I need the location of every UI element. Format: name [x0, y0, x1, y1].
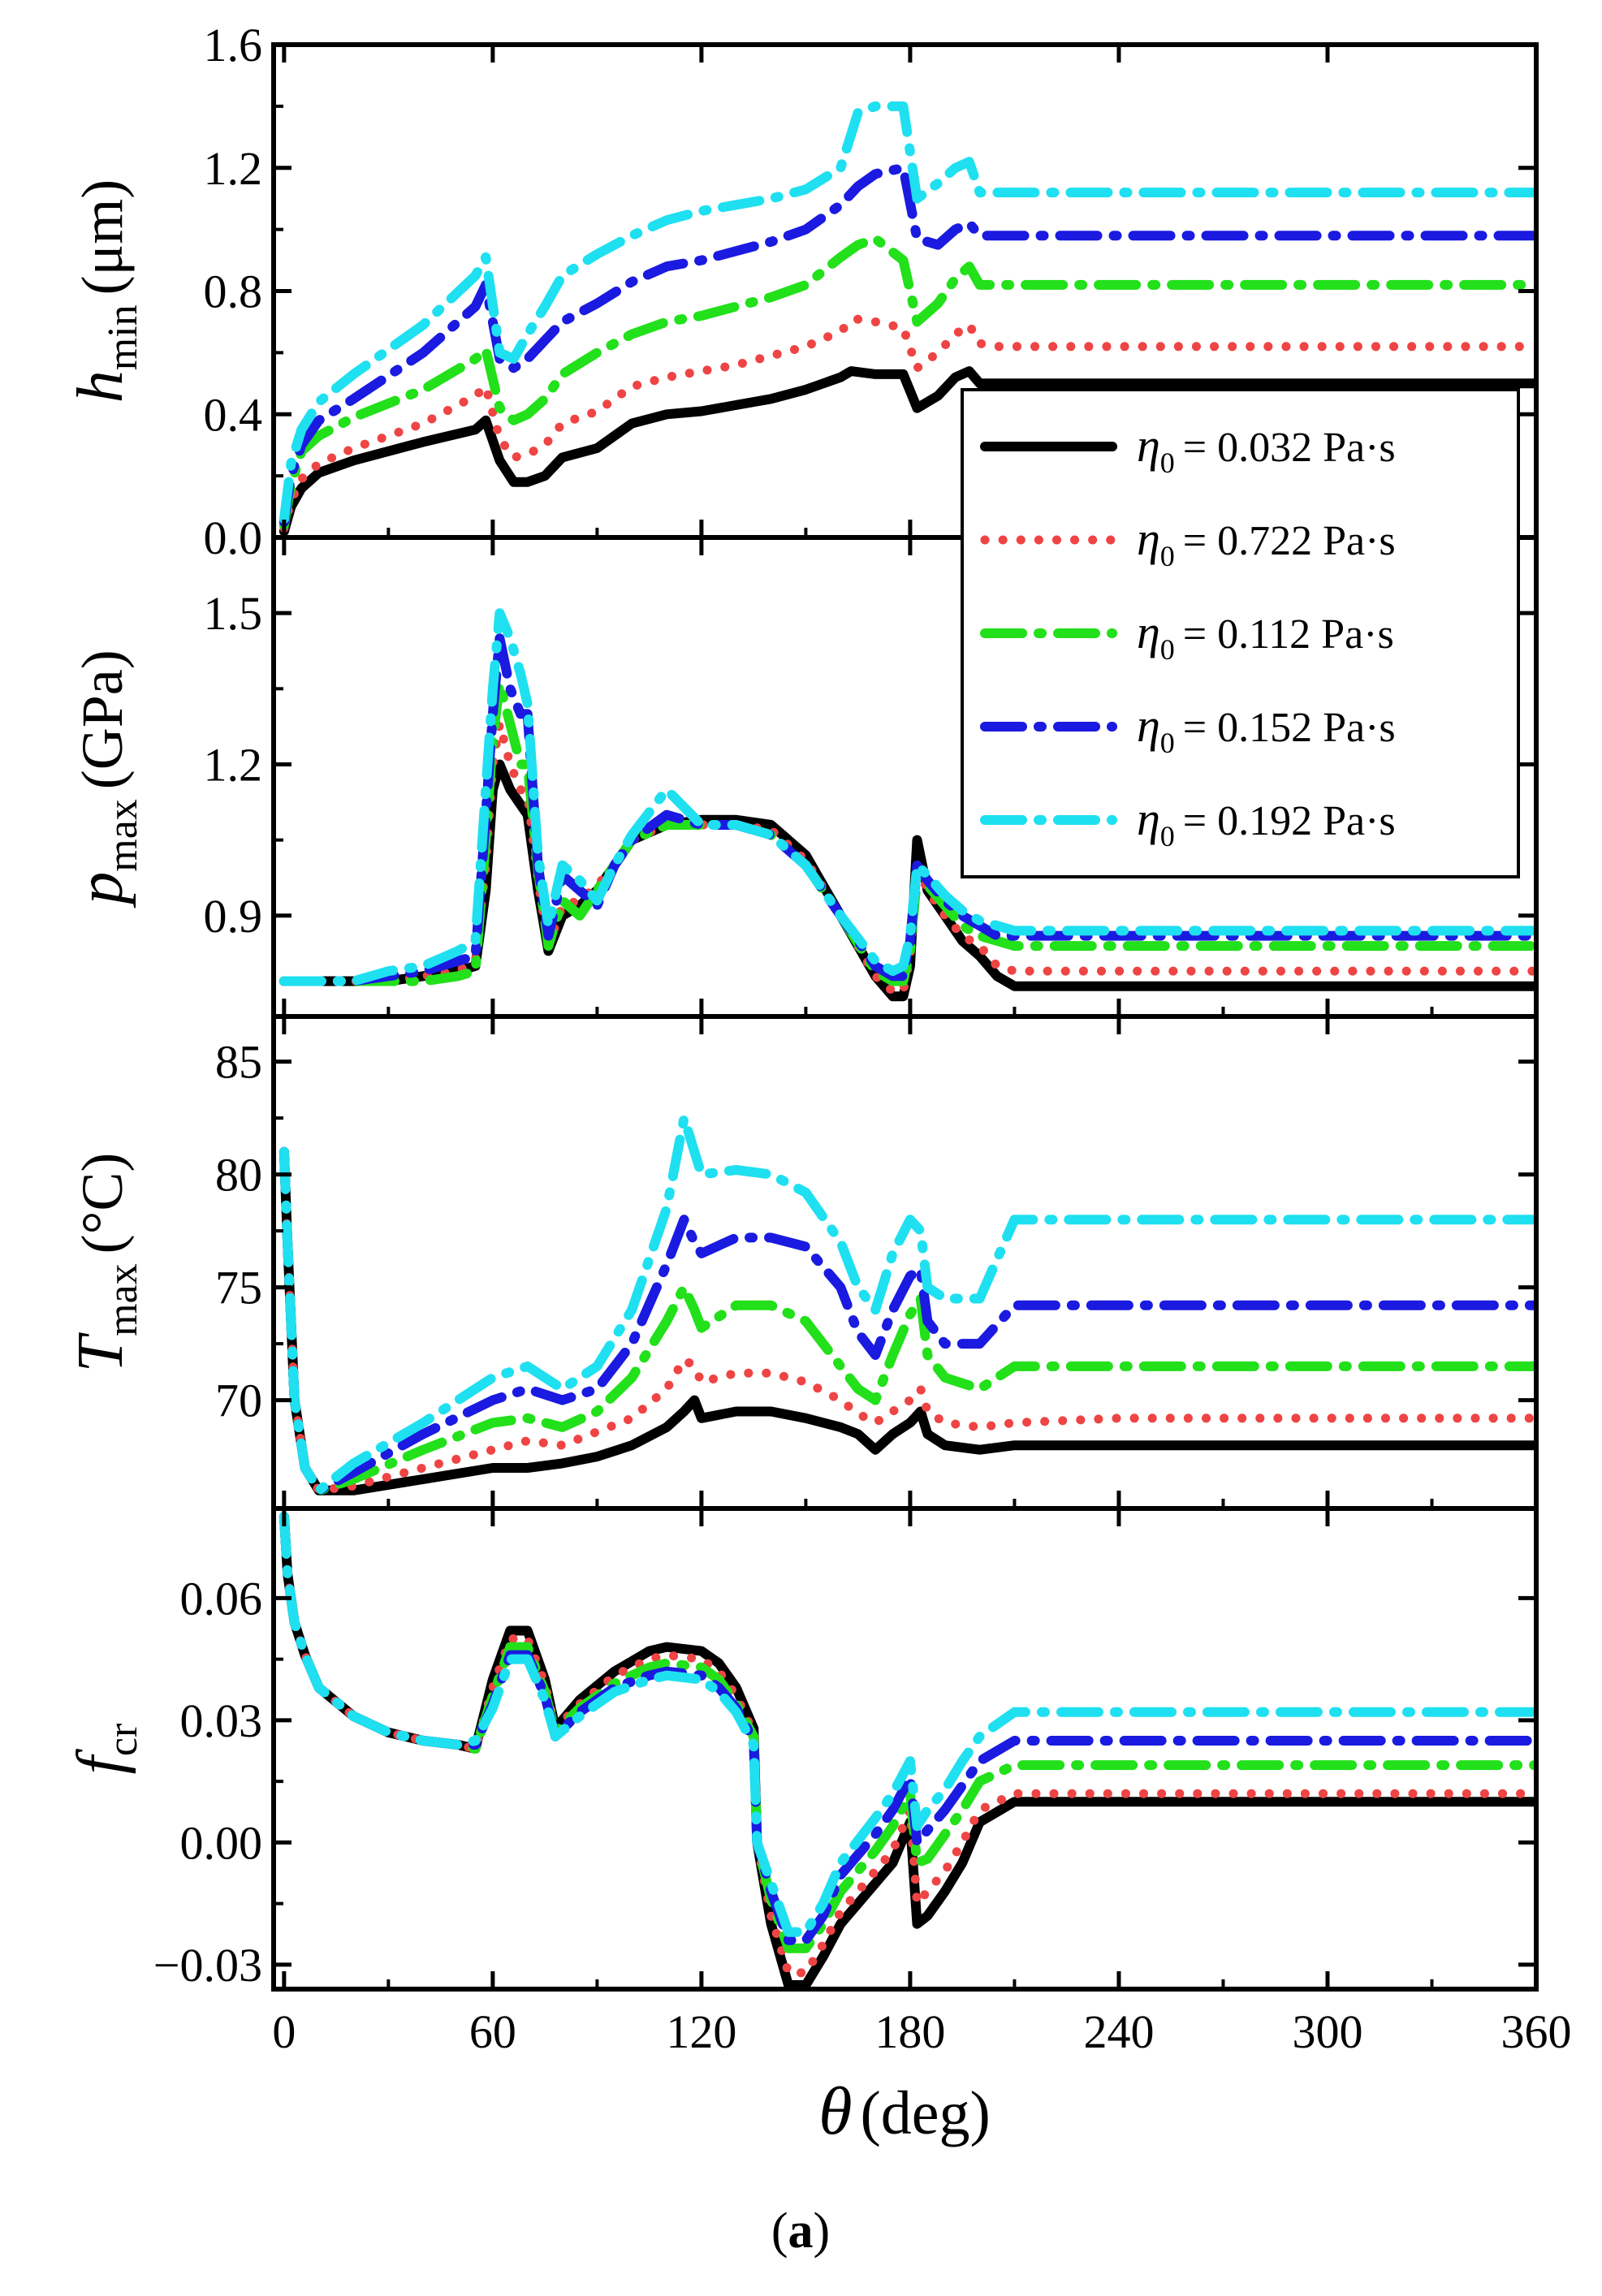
panel-fcr: −0.03 0.00 0.03 0.06 fcr: [65, 1506, 1539, 1992]
x-axis-label: θ (deg): [818, 2074, 991, 2149]
x-label-symbol: θ: [818, 2074, 852, 2149]
y-tick-label-fcr: 0.06: [180, 1572, 263, 1625]
panel-pmax: 0.9 1.2 1.5 pmax (GPa): [65, 535, 1539, 1019]
y-label-unit: (GPa): [70, 650, 135, 789]
series-line-hmin-1: [279, 366, 1536, 537]
series-line-pmax-5: [279, 608, 1536, 986]
series-group-hmin: [279, 101, 1536, 537]
x-tick-label: 120: [666, 2005, 736, 2058]
y-tick-label-pmax: 1.5: [204, 587, 263, 640]
x-tick-label: 300: [1292, 2005, 1362, 2058]
legend: η0 = 0.032 Pa·s η0 = 0.722 Pa·s η0 = 0.112 Pa…: [961, 388, 1520, 878]
y-tick-label-hmin: 0.4: [204, 388, 263, 441]
y-tick-label-hmin: 1.6: [204, 19, 263, 71]
y-tick-label-tmax: 80: [215, 1149, 262, 1202]
y-tick-label-tmax: 85: [215, 1036, 262, 1089]
y-label-symbol: p: [65, 872, 136, 908]
y-label-sub: min: [100, 304, 146, 370]
y-tick-label-hmin: 1.2: [204, 142, 263, 195]
x-tick-label: 240: [1083, 2005, 1154, 2058]
y-label-unit: (μm): [70, 179, 135, 296]
x-axis: 0 60 120 180 240 300 360 θ (deg): [272, 2005, 1571, 2149]
series-line-fcr-5: [279, 1512, 1536, 1937]
series-line-hmin-2: [279, 314, 1536, 533]
y-axis-label-pmax: pmax (GPa): [65, 650, 146, 908]
panels: 0.00.40.81.21.6hmin(μm)0.91.21.5pmax(GPa…: [65, 19, 1539, 1992]
y-tick-label-tmax: 70: [215, 1375, 262, 1427]
x-tick-label: 180: [874, 2005, 945, 2058]
legend-label-1: η0 = 0.032 Pa·s: [1137, 419, 1396, 479]
x-label-unit: (deg): [860, 2079, 990, 2147]
legend-label-5: η0 = 0.192 Pa·s: [1137, 792, 1396, 852]
y-tick-label-hmin: 0.8: [204, 265, 263, 318]
figure-caption: (a): [771, 2203, 830, 2259]
y-tick-label-fcr: −0.03: [153, 1939, 262, 1992]
legend-label-4: η0 = 0.152 Pa·s: [1137, 699, 1396, 759]
x-tick-label: 0: [272, 2005, 296, 2058]
series-line-tmax-2: [279, 1147, 1536, 1495]
series-line-tmax-5: [279, 1113, 1536, 1495]
y-label-sub: cr: [100, 1724, 146, 1756]
y-tick-label-hmin: 0.0: [204, 511, 263, 564]
y-tick-label-tmax: 75: [215, 1262, 262, 1314]
series-group-pmax: [279, 608, 1536, 1002]
y-label-symbol: T: [65, 1331, 136, 1372]
series-group-fcr: [279, 1512, 1536, 1989]
y-tick-label-fcr: 0.00: [180, 1816, 263, 1869]
x-tick-label: 360: [1501, 2005, 1572, 2058]
series-line-hmin-5: [279, 101, 1536, 524]
panel-frame-fcr: [271, 1506, 1539, 1992]
legend-label-2: η0 = 0.722 Pa·s: [1137, 512, 1396, 572]
legend-label-3: η0 = 0.112 Pa·s: [1137, 606, 1394, 666]
series-group-tmax: [279, 1113, 1536, 1495]
y-axis-label-fcr: fcr: [65, 1724, 146, 1775]
series-line-tmax-3: [279, 1146, 1536, 1495]
y-tick-label-pmax: 1.2: [204, 738, 263, 791]
series-line-hmin-4: [279, 162, 1536, 527]
x-tick-label: 60: [469, 2005, 516, 2058]
series-line-hmin-3: [279, 234, 1536, 530]
y-label-sub: max: [100, 1263, 146, 1336]
y-tick-label-pmax: 0.9: [204, 890, 263, 943]
y-label-symbol: h: [65, 370, 136, 403]
y-label-unit: (°C): [70, 1153, 135, 1254]
y-label-sub: max: [100, 799, 146, 872]
y-axis-label-hmin: hmin (μm): [65, 179, 146, 403]
series-line-tmax-4: [279, 1146, 1536, 1495]
y-tick-label-fcr: 0.03: [180, 1694, 263, 1747]
panel-tmax: 70 75 80 85 Tmax (°C): [65, 1014, 1539, 1511]
series-line-tmax-1: [279, 1146, 1536, 1495]
y-axis-label-tmax: Tmax (°C): [65, 1153, 146, 1373]
